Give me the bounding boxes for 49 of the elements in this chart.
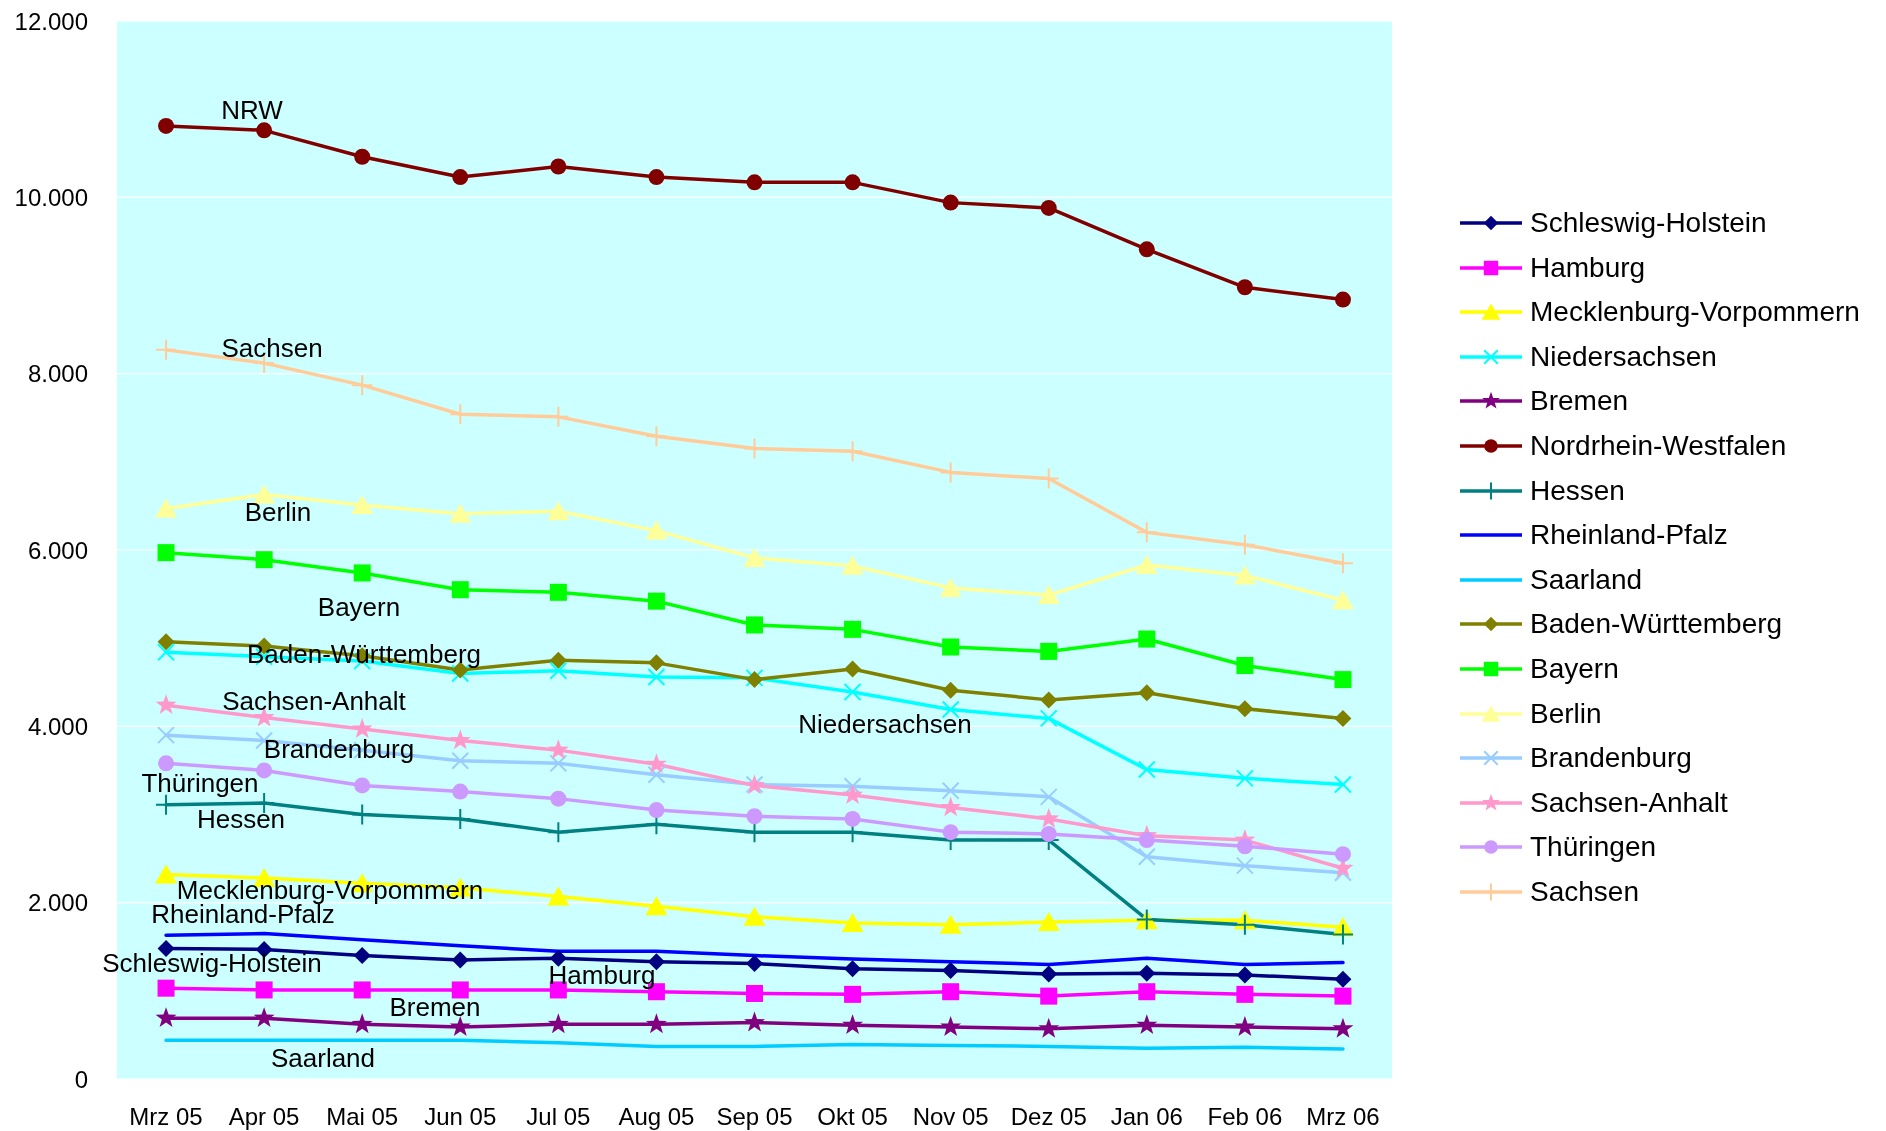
annotation: Niedersachsen [798, 709, 972, 740]
x-tick-label: Nov 05 [912, 1103, 989, 1131]
annotation: Hessen [196, 804, 286, 835]
legend-label: Bremen [1530, 385, 1629, 417]
legend-label: Berlin [1530, 697, 1602, 729]
x-tick-label: Jul 05 [526, 1103, 591, 1131]
legend-label: Sachsen-Anhalt [1530, 786, 1728, 818]
legend-label: Hessen [1530, 474, 1625, 506]
legend-label: Thüringen [1530, 831, 1657, 863]
legend-label: Hamburg [1530, 251, 1646, 283]
legend-label: Baden-Württemberg [1530, 608, 1783, 640]
x-tick-label: Jun 05 [424, 1103, 497, 1131]
y-tick-label: 0 [74, 1065, 88, 1093]
x-tick-label: Dez 05 [1010, 1103, 1087, 1131]
annotation: Schleswig-Holstein [102, 948, 322, 979]
legend-label: Rheinland-Pfalz [1530, 519, 1728, 551]
legend-label: Niedersachsen [1530, 340, 1717, 372]
annotation: Bremen [389, 992, 481, 1023]
y-tick-label: 4.000 [27, 712, 88, 740]
x-tick-label: Feb 06 [1207, 1103, 1283, 1131]
legend-label: Schleswig-Holstein [1530, 207, 1767, 239]
x-tick-label: Mrz 05 [129, 1103, 203, 1131]
legend-label: Saarland [1530, 563, 1643, 595]
x-tick-label: Jan 06 [1110, 1103, 1183, 1131]
annotation: Hamburg [548, 960, 656, 991]
x-tick-label: Sep 05 [716, 1103, 793, 1131]
legend-label: Nordrhein-Westfalen [1530, 430, 1787, 462]
x-tick-label: Aug 05 [618, 1103, 695, 1131]
x-tick-label: Mrz 06 [1306, 1103, 1380, 1131]
annotation: Thüringen [141, 768, 259, 799]
annotation: Sachsen-Anhalt [222, 686, 406, 717]
annotation: NRW [221, 95, 283, 126]
legend-label: Mecklenburg-Vorpommern [1530, 296, 1860, 328]
y-tick-label: 6.000 [27, 536, 88, 564]
x-tick-label: Mai 05 [326, 1103, 399, 1131]
y-tick-label: 8.000 [27, 360, 88, 388]
y-tick-label: 12.000 [14, 7, 88, 35]
y-tick-label: 10.000 [14, 183, 88, 211]
x-tick-label: Apr 05 [228, 1103, 300, 1131]
legend-label: Brandenburg [1530, 742, 1692, 774]
annotation: Berlin [244, 497, 312, 528]
annotation: Bayern [317, 592, 401, 623]
annotation: Saarland [270, 1043, 376, 1074]
annotation: Brandenburg [263, 734, 415, 765]
y-tick-label: 2.000 [27, 889, 88, 917]
annotation: Sachsen [221, 333, 323, 364]
x-tick-label: Okt 05 [817, 1103, 888, 1131]
legend-label: Bayern [1530, 652, 1619, 684]
legend-label: Sachsen [1530, 875, 1639, 907]
